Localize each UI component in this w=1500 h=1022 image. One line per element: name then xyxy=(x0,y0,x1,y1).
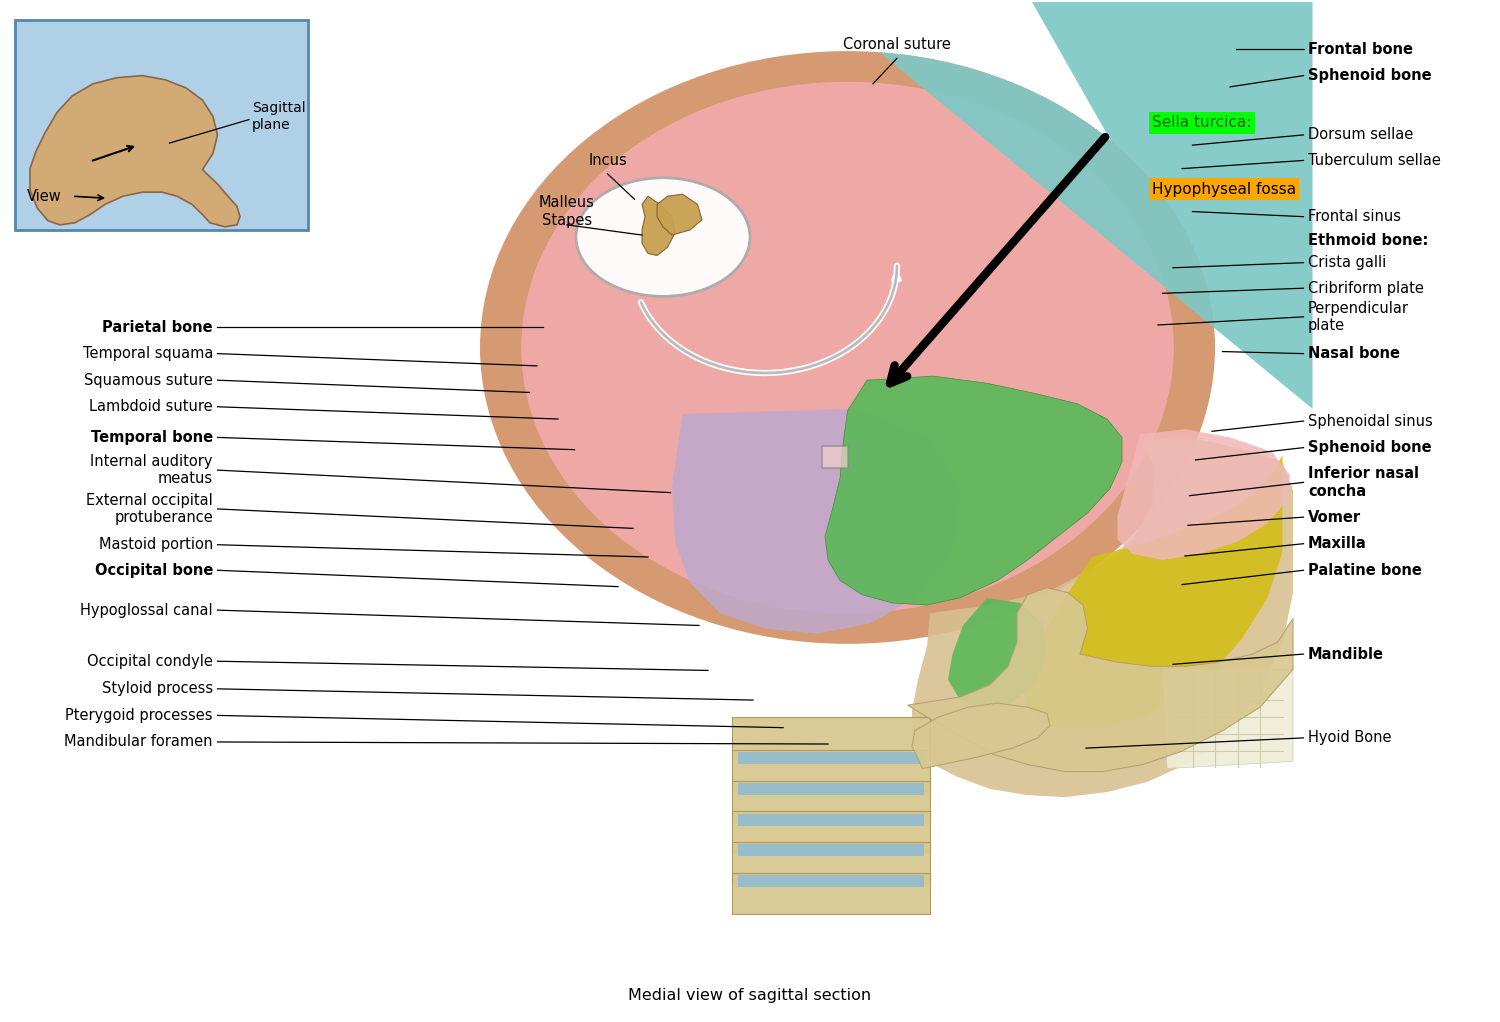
Text: Hypophyseal fossa: Hypophyseal fossa xyxy=(1152,182,1296,196)
Bar xyxy=(732,750,930,791)
Circle shape xyxy=(576,178,750,296)
Text: Hypoglossal canal: Hypoglossal canal xyxy=(81,603,213,617)
Text: Crista galli: Crista galli xyxy=(1308,256,1386,270)
Text: Hyoid Bone: Hyoid Bone xyxy=(1308,731,1392,745)
Text: Frontal bone: Frontal bone xyxy=(1308,42,1413,56)
Text: Parietal bone: Parietal bone xyxy=(102,320,213,334)
Text: Sagittal
plane: Sagittal plane xyxy=(252,101,306,132)
Bar xyxy=(732,811,930,852)
Text: Pterygoid processes: Pterygoid processes xyxy=(66,708,213,723)
Text: Incus: Incus xyxy=(588,153,627,168)
Text: Mandibular foramen: Mandibular foramen xyxy=(64,735,213,749)
Text: Temporal bone: Temporal bone xyxy=(92,430,213,445)
Polygon shape xyxy=(912,439,1293,797)
Bar xyxy=(738,814,924,826)
Text: Perpendicular
plate: Perpendicular plate xyxy=(1308,300,1408,333)
Polygon shape xyxy=(912,703,1050,769)
Text: Sphenoidal sinus: Sphenoidal sinus xyxy=(1308,414,1432,428)
Text: Coronal suture: Coronal suture xyxy=(843,38,951,52)
Polygon shape xyxy=(908,588,1293,772)
Text: Sella turcica:: Sella turcica: xyxy=(1152,115,1251,130)
Polygon shape xyxy=(642,196,675,256)
Text: Nasal bone: Nasal bone xyxy=(1308,346,1400,361)
Bar xyxy=(738,783,924,795)
Bar xyxy=(732,873,930,914)
Text: External occipital
protuberance: External occipital protuberance xyxy=(86,493,213,525)
Polygon shape xyxy=(1023,455,1282,731)
Text: Sphenoid bone: Sphenoid bone xyxy=(1308,440,1431,455)
Text: Dorsum sellae: Dorsum sellae xyxy=(1308,128,1413,142)
Bar xyxy=(732,781,930,822)
Bar xyxy=(732,717,930,758)
Text: Malleus
Stapes: Malleus Stapes xyxy=(538,195,596,228)
Bar xyxy=(822,446,848,468)
Text: Occipital condyle: Occipital condyle xyxy=(87,654,213,668)
Text: Lambdoid suture: Lambdoid suture xyxy=(90,400,213,414)
Polygon shape xyxy=(948,598,1047,707)
Text: Temporal squama: Temporal squama xyxy=(82,346,213,361)
Ellipse shape xyxy=(520,82,1173,613)
Polygon shape xyxy=(657,194,702,235)
Text: Inferior nasal
concha: Inferior nasal concha xyxy=(1308,466,1419,499)
Ellipse shape xyxy=(480,51,1215,644)
Text: Mastoid portion: Mastoid portion xyxy=(99,538,213,552)
Text: Palatine bone: Palatine bone xyxy=(1308,563,1422,577)
Text: Occipital bone: Occipital bone xyxy=(94,563,213,577)
Text: Sphenoid bone: Sphenoid bone xyxy=(1308,68,1431,83)
Polygon shape xyxy=(825,376,1122,605)
Bar xyxy=(732,842,930,883)
Bar xyxy=(738,875,924,887)
Polygon shape xyxy=(672,409,960,634)
Bar xyxy=(738,752,924,764)
Text: Tuberculum sellae: Tuberculum sellae xyxy=(1308,153,1442,168)
Text: Maxilla: Maxilla xyxy=(1308,537,1366,551)
Polygon shape xyxy=(30,76,240,227)
Polygon shape xyxy=(1118,429,1290,560)
Text: Medial view of sagittal section: Medial view of sagittal section xyxy=(628,988,872,1003)
Text: Vomer: Vomer xyxy=(1308,510,1360,524)
Text: Ethmoid bone:: Ethmoid bone: xyxy=(1308,233,1428,247)
Text: Internal auditory
meatus: Internal auditory meatus xyxy=(90,454,213,486)
Polygon shape xyxy=(1162,669,1293,769)
Text: Styloid process: Styloid process xyxy=(102,682,213,696)
Text: View: View xyxy=(27,189,62,203)
Bar xyxy=(738,844,924,856)
Bar xyxy=(15,20,307,230)
Text: Mandible: Mandible xyxy=(1308,647,1384,661)
Text: Cribriform plate: Cribriform plate xyxy=(1308,281,1424,295)
Text: Squamous suture: Squamous suture xyxy=(84,373,213,387)
Text: Frontal sinus: Frontal sinus xyxy=(1308,210,1401,224)
Polygon shape xyxy=(879,2,1312,409)
